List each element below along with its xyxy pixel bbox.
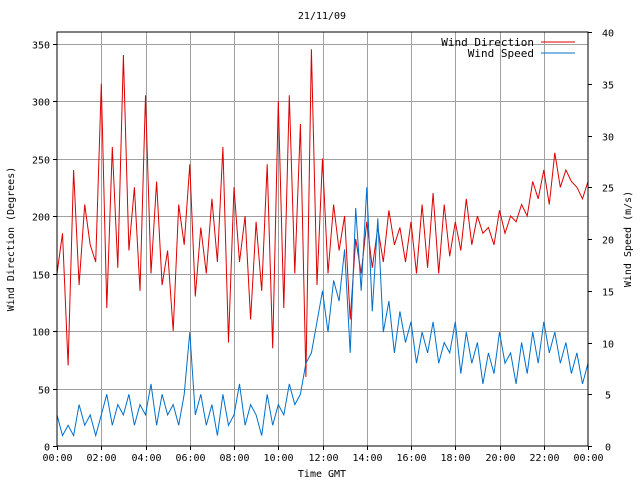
y-right-tick-label: 35 bbox=[602, 81, 614, 92]
y-right-tick-label: 30 bbox=[602, 133, 614, 144]
chart-title: 21/11/09 bbox=[298, 11, 346, 22]
y-right-tick-label: 0 bbox=[605, 443, 611, 454]
y-right-tick-label: 10 bbox=[602, 340, 614, 351]
y-axis-right-title: Wind Speed (m/s) bbox=[623, 191, 634, 287]
x-tick-label: 18:00 bbox=[440, 453, 470, 464]
x-tick-label: 12:00 bbox=[308, 453, 338, 464]
axis-ticks bbox=[53, 32, 592, 450]
y-right-tick-label: 5 bbox=[605, 391, 611, 402]
tick-labels: 00:00 02:00 04:00 06:00 08:00 10:00 12:00 14:00… bbox=[32, 29, 614, 465]
y-axis-left-title: Wind Direction (Degrees) bbox=[6, 167, 17, 312]
x-tick-label: 16:00 bbox=[396, 453, 426, 464]
series-line-wind-direction bbox=[56, 49, 589, 378]
grid-lines bbox=[57, 32, 588, 446]
y-left-tick-label: 300 bbox=[32, 98, 50, 109]
y-left-tick-label: 150 bbox=[32, 271, 50, 282]
x-axis-title: Time GMT bbox=[298, 469, 346, 480]
x-tick-label: 10:00 bbox=[263, 453, 293, 464]
x-tick-label: 06:00 bbox=[175, 453, 205, 464]
y-left-tick-label: 100 bbox=[32, 328, 50, 339]
y-left-tick-label: 200 bbox=[32, 213, 50, 224]
y-left-tick-label: 250 bbox=[32, 156, 50, 167]
x-tick-label: 02:00 bbox=[86, 453, 116, 464]
legend: Wind Direction Wind Speed bbox=[441, 36, 575, 60]
series-line-wind-speed bbox=[56, 187, 589, 438]
y-right-tick-label: 25 bbox=[602, 184, 614, 195]
y-right-tick-label: 40 bbox=[602, 29, 614, 40]
legend-label-wind-speed: Wind Speed bbox=[468, 47, 534, 60]
x-tick-label: 20:00 bbox=[485, 453, 515, 464]
legend-label-wind-direction: Wind Direction bbox=[441, 36, 534, 49]
y-right-tick-label: 15 bbox=[602, 288, 614, 299]
x-tick-label: 00:00 bbox=[573, 453, 603, 464]
y-right-tick-label: 20 bbox=[602, 236, 614, 247]
y-left-tick-label: 350 bbox=[32, 41, 50, 52]
y-left-tick-label: 50 bbox=[38, 386, 50, 397]
y-left-tick-label: 0 bbox=[44, 443, 50, 454]
x-tick-label: 04:00 bbox=[131, 453, 161, 464]
x-tick-label: 00:00 bbox=[42, 453, 72, 464]
x-tick-label: 08:00 bbox=[219, 453, 249, 464]
x-tick-label: 14:00 bbox=[352, 453, 382, 464]
series-lines bbox=[56, 49, 589, 438]
x-tick-label: 22:00 bbox=[529, 453, 559, 464]
